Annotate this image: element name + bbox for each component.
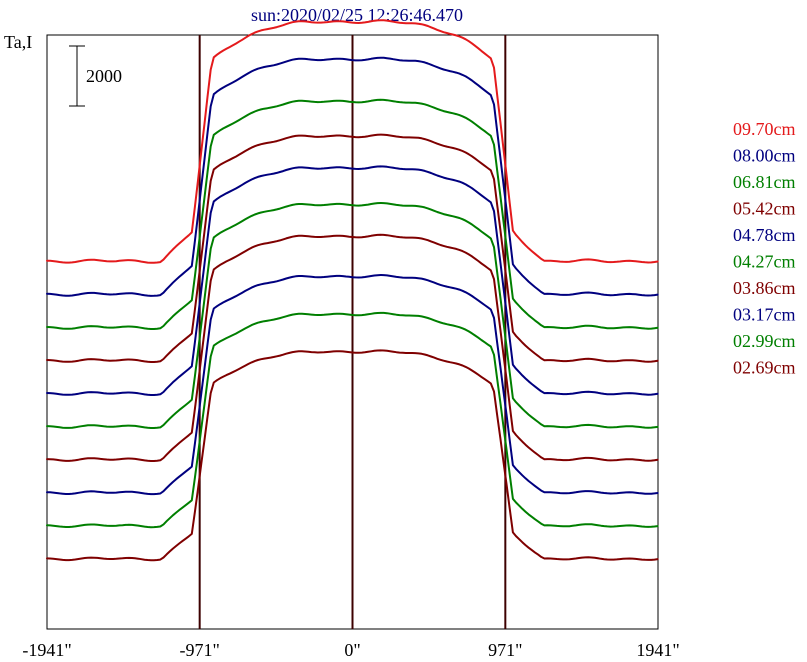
series-line-8 xyxy=(46,311,659,529)
legend-item-1: 08.00cm xyxy=(733,146,796,166)
legend-item-9: 02.69cm xyxy=(733,358,796,378)
x-tick-label-4: 1941" xyxy=(636,640,679,660)
x-tick-label-1: -971" xyxy=(179,640,219,660)
x-tick-label-2: 0" xyxy=(344,640,360,660)
legend-item-3: 05.42cm xyxy=(733,199,796,219)
legend-item-6: 03.86cm xyxy=(733,278,796,298)
series-line-6 xyxy=(46,233,659,462)
scale-bar-label: 2000 xyxy=(86,66,122,86)
legend-item-7: 03.17cm xyxy=(733,305,796,325)
series-line-4 xyxy=(46,165,659,396)
legend-item-0: 09.70cm xyxy=(733,119,796,139)
x-axis-ticks: -1941" -971" 0" 971" 1941" xyxy=(22,640,679,660)
y-axis-label: Ta,I xyxy=(4,32,32,52)
series-line-1 xyxy=(46,56,659,297)
legend: 09.70cm 08.00cm 06.81cm 05.42cm 04.78cm 04.27… xyxy=(733,119,796,378)
series-line-9 xyxy=(46,349,659,562)
legend-item-5: 04.27cm xyxy=(733,252,796,272)
chart-title: sun:2020/02/25 12:26:46.470 xyxy=(251,5,463,25)
series-line-7 xyxy=(46,274,659,496)
series-line-0 xyxy=(46,19,659,264)
legend-item-2: 06.81cm xyxy=(733,172,796,192)
series-line-3 xyxy=(46,133,659,363)
x-tick-label-0: -1941" xyxy=(22,640,71,660)
legend-item-8: 02.99cm xyxy=(733,331,796,351)
legend-item-4: 04.78cm xyxy=(733,225,796,245)
vertical-markers xyxy=(198,35,507,629)
scale-bar: 2000 xyxy=(69,45,122,107)
series-lines xyxy=(46,19,659,562)
series-line-2 xyxy=(46,98,659,330)
x-tick-label-3: 971" xyxy=(488,640,522,660)
series-line-5 xyxy=(46,202,659,429)
